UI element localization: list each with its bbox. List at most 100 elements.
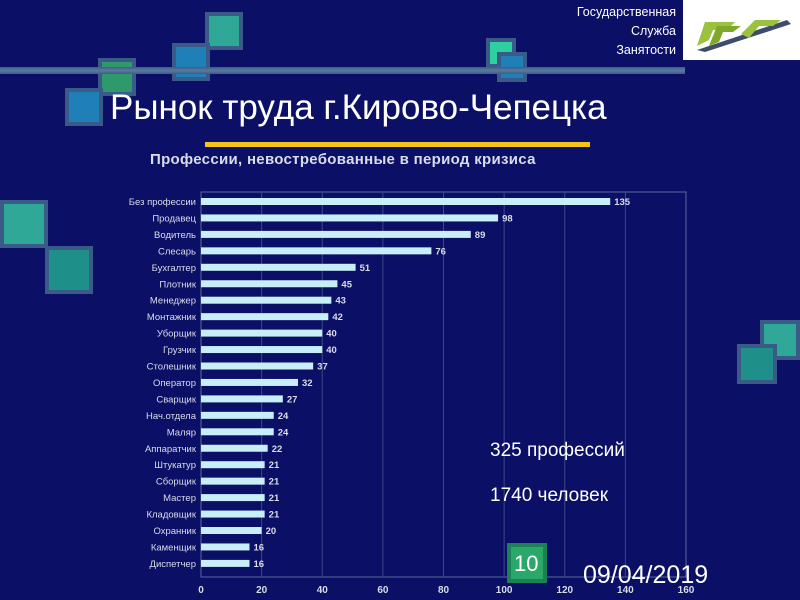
category-label: Каменщик <box>151 542 197 553</box>
category-label: Маляр <box>167 427 196 438</box>
category-label: Кладовщик <box>146 510 196 521</box>
bar <box>201 395 283 403</box>
chart-labels: 0 20 40 60 80 100 120 140 160 Без профессии 135 Про… <box>129 197 695 596</box>
slide-date: 09/04/2019 <box>583 561 709 589</box>
decor-square <box>205 12 243 50</box>
decor-square <box>45 246 93 294</box>
logo <box>683 0 800 60</box>
category-label: Оператор <box>153 378 196 389</box>
organization-name-line: Государственная <box>576 5 676 19</box>
data-label: 21 <box>269 493 280 504</box>
bar <box>201 428 274 436</box>
data-label: 16 <box>254 559 265 570</box>
title-underline <box>205 142 590 147</box>
summary-professions-count: 325 профессий <box>490 440 625 461</box>
bar <box>201 378 298 386</box>
organization-name-line: Служба <box>630 24 676 38</box>
x-tick-label: 0 <box>198 585 204 596</box>
category-label: Нач.отдела <box>146 411 197 422</box>
bar <box>201 280 338 288</box>
data-label: 24 <box>278 411 289 422</box>
data-label: 135 <box>614 197 631 208</box>
category-label: Столешник <box>147 362 197 373</box>
bar <box>201 214 499 222</box>
organization-name-line: Занятости <box>616 43 676 57</box>
category-label: Слесарь <box>158 246 196 257</box>
data-label: 21 <box>269 477 280 488</box>
chart-bars <box>201 198 611 567</box>
x-tick-label: 60 <box>377 585 389 596</box>
chart-title: Профессии, невостребованные в период кри… <box>150 151 536 168</box>
header-divider-line <box>0 67 685 74</box>
category-label: Бухгалтер <box>152 263 196 274</box>
bar <box>201 477 265 485</box>
bar <box>201 313 329 321</box>
bar <box>201 494 265 502</box>
x-tick-label: 160 <box>678 585 695 596</box>
data-label: 32 <box>302 378 313 389</box>
x-tick-label: 40 <box>317 585 329 596</box>
bar <box>201 346 323 354</box>
slide-number-box <box>507 543 547 583</box>
decor-square <box>65 88 103 126</box>
x-tick-label: 140 <box>617 585 634 596</box>
category-label: Штукатур <box>154 460 196 471</box>
data-label: 51 <box>360 263 371 274</box>
category-label: Аппаратчик <box>145 444 197 455</box>
bar <box>201 296 332 304</box>
category-label: Сборщик <box>156 477 197 488</box>
organization-name: Государственная Служба Занятости <box>516 3 676 60</box>
category-label: Сварщик <box>156 394 196 405</box>
summary-people-count: 1740 человек <box>490 485 609 506</box>
category-label: Продавец <box>152 213 196 224</box>
data-label: 45 <box>341 279 352 290</box>
x-tick-label: 80 <box>438 585 450 596</box>
category-label: Уборщик <box>157 329 197 340</box>
data-label: 21 <box>269 460 280 471</box>
bar <box>201 411 274 419</box>
bar <box>201 527 262 534</box>
data-label: 98 <box>502 213 513 224</box>
x-tick-label: 20 <box>256 585 268 596</box>
category-label: Грузчик <box>163 345 197 356</box>
ministry-logo-icon <box>697 20 791 52</box>
bar <box>201 329 323 337</box>
bar <box>201 247 432 255</box>
data-label: 40 <box>326 329 337 340</box>
x-tick-label: 120 <box>556 585 573 596</box>
data-label: 40 <box>326 345 337 356</box>
bar <box>201 559 250 567</box>
decor-square <box>737 344 777 384</box>
x-tick-label: 100 <box>496 585 513 596</box>
decor-square <box>98 58 136 96</box>
slide-number: 10 <box>514 551 539 576</box>
category-label: Без профессии <box>129 197 196 208</box>
bar <box>201 362 314 370</box>
bar <box>201 543 250 551</box>
data-label: 27 <box>287 394 298 405</box>
category-label: Менеджер <box>150 296 196 307</box>
bar <box>201 198 611 205</box>
data-label: 89 <box>475 230 486 241</box>
data-label: 42 <box>332 312 343 323</box>
chart-grid <box>200 191 687 578</box>
data-label: 24 <box>278 427 289 438</box>
category-label: Мастер <box>163 493 196 504</box>
category-label: Монтажник <box>147 312 197 323</box>
data-label: 16 <box>254 542 265 553</box>
decor-square <box>0 200 48 248</box>
category-label: Плотник <box>159 279 196 290</box>
category-label: Диспетчер <box>150 559 196 570</box>
bar <box>201 444 268 452</box>
category-label: Водитель <box>154 230 196 241</box>
bar <box>201 263 356 271</box>
data-label: 21 <box>269 510 280 521</box>
page-title: Рынок труда г.Кирово-Чепецка <box>110 88 607 127</box>
data-label: 37 <box>317 362 328 373</box>
data-label: 76 <box>435 246 446 257</box>
data-label: 20 <box>266 526 277 537</box>
bar <box>201 461 265 469</box>
bar <box>201 510 265 518</box>
decor-square <box>172 43 210 81</box>
